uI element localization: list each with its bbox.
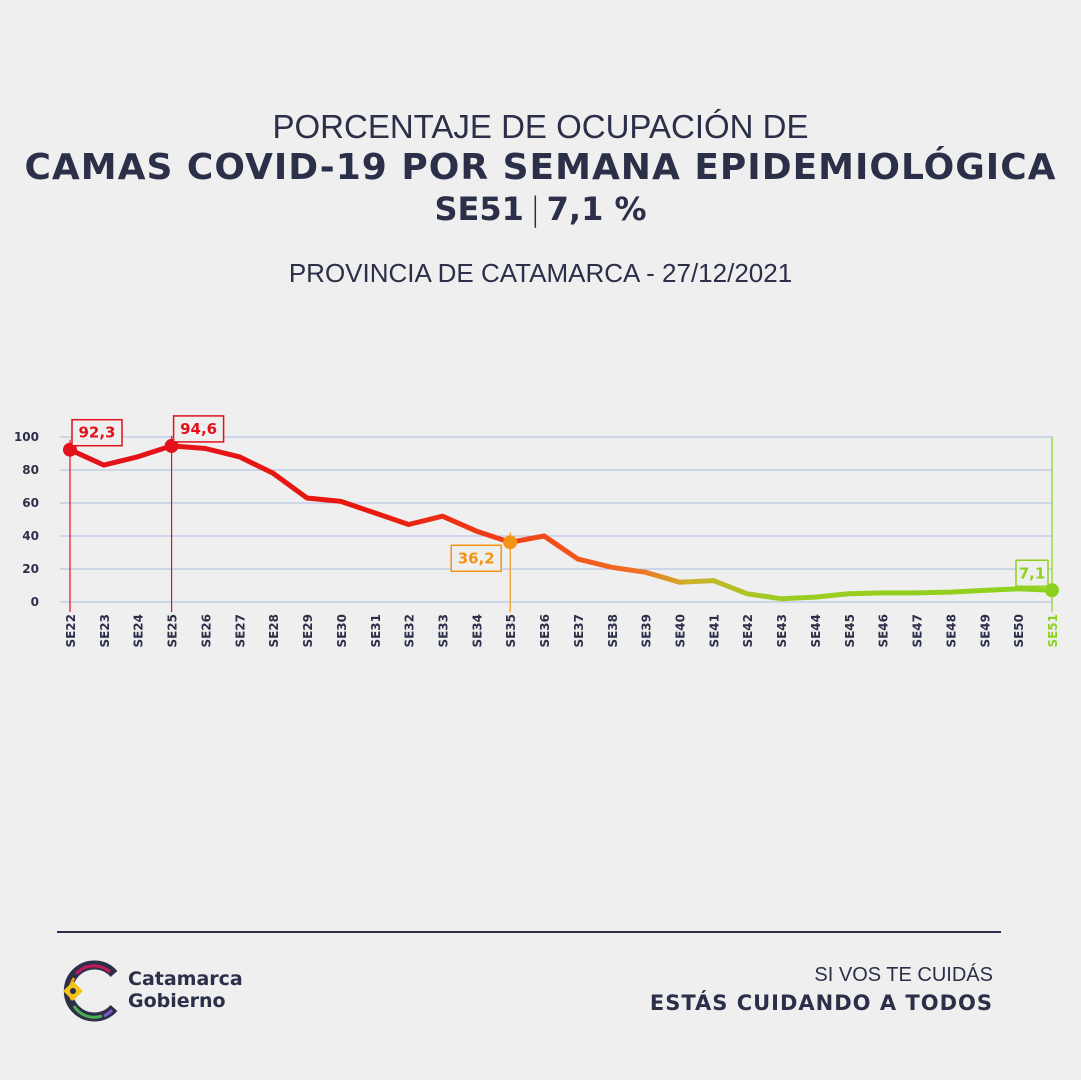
data-point-marker [503, 535, 518, 550]
value-label-box [1015, 559, 1049, 588]
logo-line-2: Gobierno [128, 990, 226, 1012]
x-tick-label: SE32 [403, 614, 417, 648]
y-tick-label: 80 [22, 463, 39, 477]
y-axis-ticks: 0 20 40 60 80 100 [14, 430, 39, 609]
x-tick-label: SE35 [504, 614, 518, 648]
x-tick-label: SE48 [944, 614, 958, 648]
x-tick-label: SE46 [877, 614, 891, 648]
value-label: 92,3 [78, 424, 115, 442]
x-tick-label: SE33 [436, 614, 450, 648]
annotation-lines [69, 435, 1053, 612]
catamarca-c-icon [63, 960, 118, 1022]
slogan-line-2: ESTÁS CUIDANDO A TODOS [649, 991, 993, 1015]
current-week: SE51 [434, 190, 524, 228]
title-separator: | [529, 190, 541, 228]
x-tick-label: SE51 [1046, 614, 1060, 648]
x-tick-label: SE24 [132, 614, 146, 648]
y-tick-label: 100 [14, 430, 39, 444]
x-tick-label: SE28 [267, 614, 281, 648]
title-line-3: SE51 | 7,1 % [0, 190, 1081, 228]
x-tick-label: SE42 [741, 614, 755, 648]
title-line-2: CAMAS COVID-19 POR SEMANA EPIDEMIOLÓGICA [24, 147, 1057, 188]
slogan-line-1: SI VOS TE CUIDÁS [814, 964, 993, 986]
x-tick-label: SE40 [674, 614, 688, 648]
value-label: 36,2 [458, 549, 495, 567]
x-tick-label: SE44 [809, 614, 823, 648]
footer-divider [57, 931, 1001, 933]
x-tick-label: SE26 [199, 614, 213, 648]
x-tick-label: SE50 [1012, 614, 1026, 648]
x-tick-label: SE27 [233, 614, 247, 648]
x-tick-label: SE39 [640, 614, 654, 648]
value-label-box [172, 415, 225, 443]
subtitle: PROVINCIA DE CATAMARCA - 27/12/2021 [288, 258, 793, 288]
y-tick-label: 40 [22, 529, 39, 543]
x-tick-label: SE34 [470, 614, 484, 648]
x-tick-label: SE22 [64, 614, 78, 648]
x-tick-label: SE36 [538, 614, 552, 648]
x-tick-label: SE45 [843, 614, 857, 648]
series-line [67, 443, 1055, 602]
x-tick-label: SE30 [335, 614, 349, 648]
x-tick-label: SE31 [369, 614, 383, 648]
value-label-box [71, 418, 123, 447]
current-value: 7,1 % [546, 190, 647, 228]
value-label: 7,1 [1019, 564, 1046, 582]
x-tick-label: SE43 [775, 614, 789, 648]
annotation-markers: 92,3 94,6 36,2 7,1 [63, 415, 1059, 598]
value-label-box [450, 544, 502, 573]
x-tick-label: SE29 [301, 614, 315, 648]
logo-line-1: Catamarca [128, 968, 243, 990]
x-tick-label: SE49 [978, 614, 992, 648]
chart-gridlines [60, 436, 1053, 603]
x-tick-label: SE47 [911, 614, 925, 648]
value-label: 94,6 [180, 420, 217, 438]
y-tick-label: 60 [22, 496, 39, 510]
y-tick-label: 0 [31, 595, 39, 609]
x-tick-label: SE38 [606, 614, 620, 648]
x-axis-ticks: SE22 SE23 SE24 SE25 SE26 SE27 SE28 SE29 SE30 SE31… [64, 614, 1060, 648]
x-tick-label: SE25 [166, 614, 180, 648]
x-tick-label: SE41 [707, 614, 721, 648]
x-tick-label: SE37 [572, 614, 586, 648]
catamarca-logo: Catamarca Gobierno [62, 960, 262, 1022]
y-tick-label: 20 [22, 562, 39, 576]
title-line-1: PORCENTAJE DE OCUPACIÓN DE [272, 108, 809, 145]
x-tick-label: SE23 [98, 614, 112, 648]
